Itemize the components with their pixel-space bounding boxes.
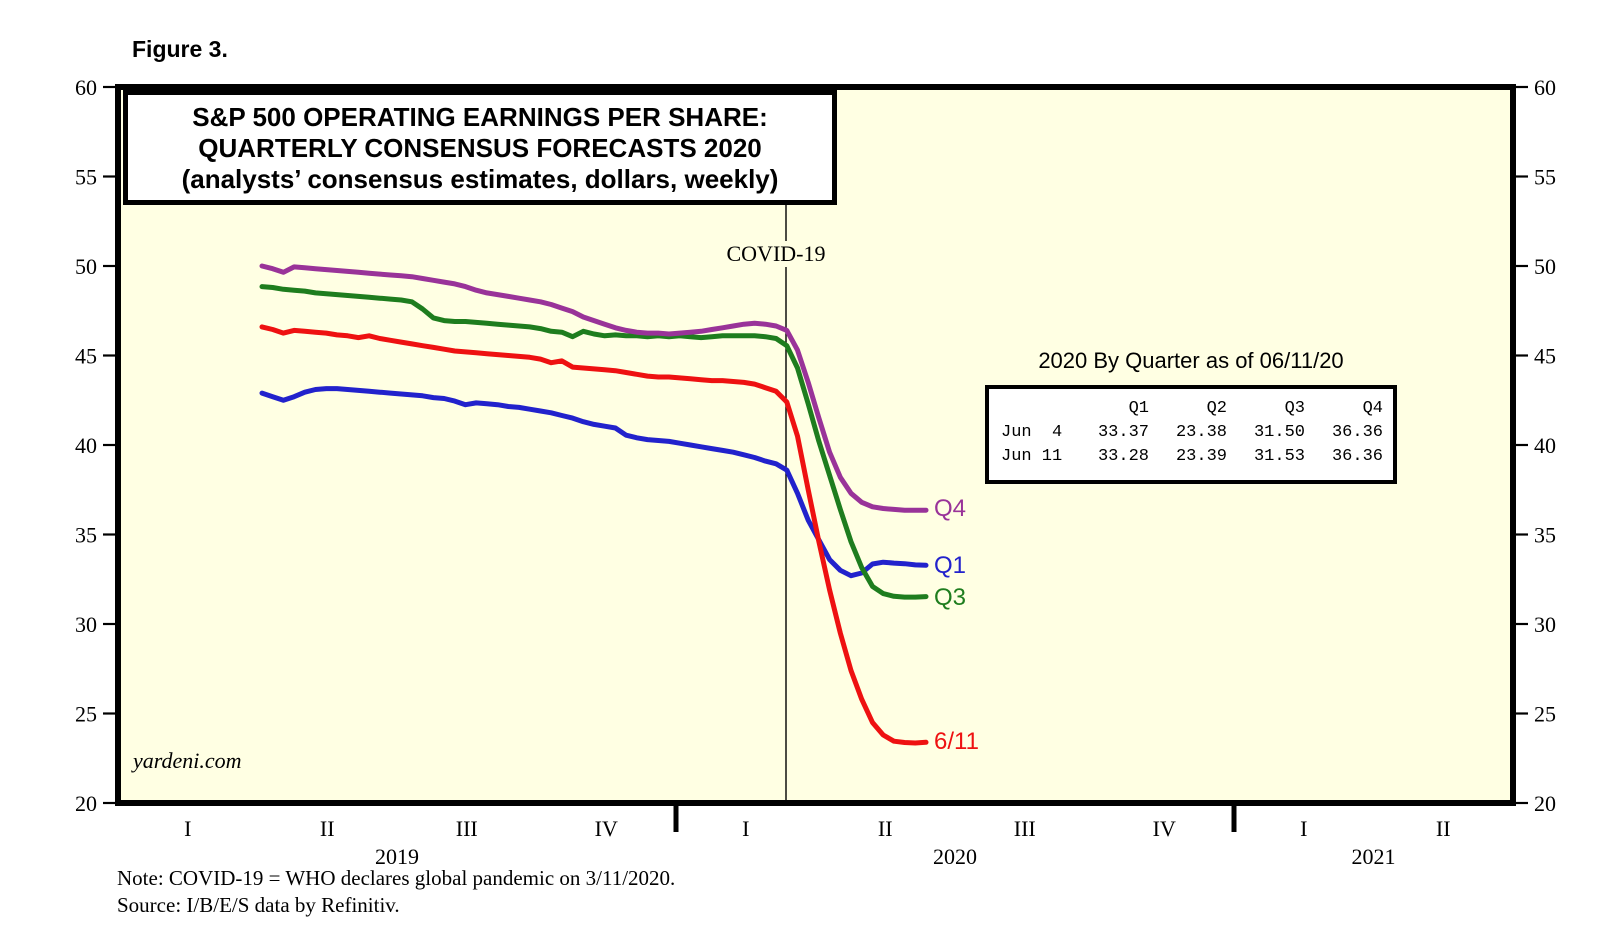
table-column-header: Q4	[1362, 399, 1383, 418]
y-tick-label-right: 50	[1534, 254, 1556, 279]
y-tick-label-left: 45	[75, 343, 97, 368]
table-row: Jun 4 33.37 23.38 31.50 36.36	[1001, 421, 1383, 445]
y-tick-label-right: 30	[1534, 612, 1556, 637]
x-quarter-label: III	[456, 816, 478, 841]
x-quarter-label: III	[1014, 816, 1036, 841]
y-tick-label-left: 40	[75, 433, 97, 458]
series-end-label-q1: Q1	[934, 552, 967, 579]
y-tick-label-right: 55	[1534, 164, 1556, 189]
y-tick-label-left: 30	[75, 612, 97, 637]
table-cell: 33.28	[1097, 447, 1149, 466]
y-tick-label-left: 35	[75, 522, 97, 547]
y-tick-label-left: 55	[75, 164, 97, 189]
y-tick-label-right: 45	[1534, 343, 1556, 368]
table-row: Jun 11 33.28 23.39 31.53 36.36	[1001, 445, 1383, 469]
x-quarter-label: I	[184, 816, 191, 841]
chart-title-line1: S&P 500 OPERATING EARNINGS PER SHARE:	[192, 102, 768, 132]
series-line-q2	[259, 324, 929, 746]
y-tick-label-left: 60	[75, 75, 97, 100]
x-quarter-label: II	[878, 816, 893, 841]
watermark: yardeni.com	[133, 748, 242, 773]
x-quarter-label: IV	[1153, 816, 1176, 841]
series-line-q3	[259, 284, 929, 600]
x-quarter-label: IV	[595, 816, 618, 841]
covid-annotation: COVID-19	[706, 241, 846, 267]
table-column-header: Q3	[1284, 399, 1305, 418]
y-tick-label-left: 25	[75, 701, 97, 726]
x-year-label: 2019	[375, 844, 419, 869]
x-quarter-label: II	[320, 816, 335, 841]
table-cell: 36.36	[1331, 447, 1383, 466]
series-line-q4	[259, 263, 929, 513]
table-cell: 23.38	[1175, 423, 1227, 442]
y-tick-label-left: 20	[75, 791, 97, 816]
series-end-label-q3: Q3	[934, 584, 967, 611]
y-tick-label-right: 20	[1534, 791, 1556, 816]
table-column-header: Q1	[1128, 399, 1149, 418]
table-cell: 31.53	[1253, 447, 1305, 466]
table-column-header: Q2	[1206, 399, 1227, 418]
table-cell: 33.37	[1097, 423, 1149, 442]
y-tick-label-right: 60	[1534, 75, 1556, 100]
figure-label: Figure 3.	[132, 36, 228, 62]
table-corner-cell	[1001, 397, 1071, 421]
x-quarter-label: II	[1436, 816, 1451, 841]
x-year-label: 2021	[1352, 844, 1396, 869]
summary-table-title: 2020 By Quarter as of 06/11/20	[1038, 348, 1344, 373]
series-end-label-q4: Q4	[934, 495, 967, 522]
x-year-label: 2020	[933, 844, 977, 869]
table-cell: 31.50	[1253, 423, 1305, 442]
chart-title-box: S&P 500 OPERATING EARNINGS PER SHARE: QU…	[123, 90, 837, 205]
y-tick-label-right: 25	[1534, 701, 1556, 726]
series-end-label-611: 6/11	[934, 728, 979, 755]
y-tick-label-left: 50	[75, 254, 97, 279]
source-text: Source: I/B/E/S data by Refinitiv.	[117, 893, 400, 917]
note-text: Note: COVID-19 = WHO declares global pan…	[117, 866, 676, 890]
x-quarter-label: I	[742, 816, 749, 841]
chart-title-line2: QUARTERLY CONSENSUS FORECASTS 2020	[198, 133, 762, 163]
summary-table-header: Q1 Q2 Q3 Q4	[1001, 397, 1383, 421]
table-row-label: Jun 4	[1001, 423, 1063, 442]
chart-title-line3: (analysts’ consensus estimates, dollars,…	[181, 164, 779, 194]
table-cell: 36.36	[1331, 423, 1383, 442]
summary-table: Q1 Q2 Q3 Q4 Jun 4 33.37 23.38 31.50 36.36 Jun 11 3…	[985, 385, 1397, 484]
table-cell: 23.39	[1175, 447, 1227, 466]
table-row-label: Jun 11	[1001, 447, 1063, 466]
y-tick-label-right: 40	[1534, 433, 1556, 458]
y-tick-label-right: 35	[1534, 522, 1556, 547]
x-quarter-label: I	[1300, 816, 1307, 841]
